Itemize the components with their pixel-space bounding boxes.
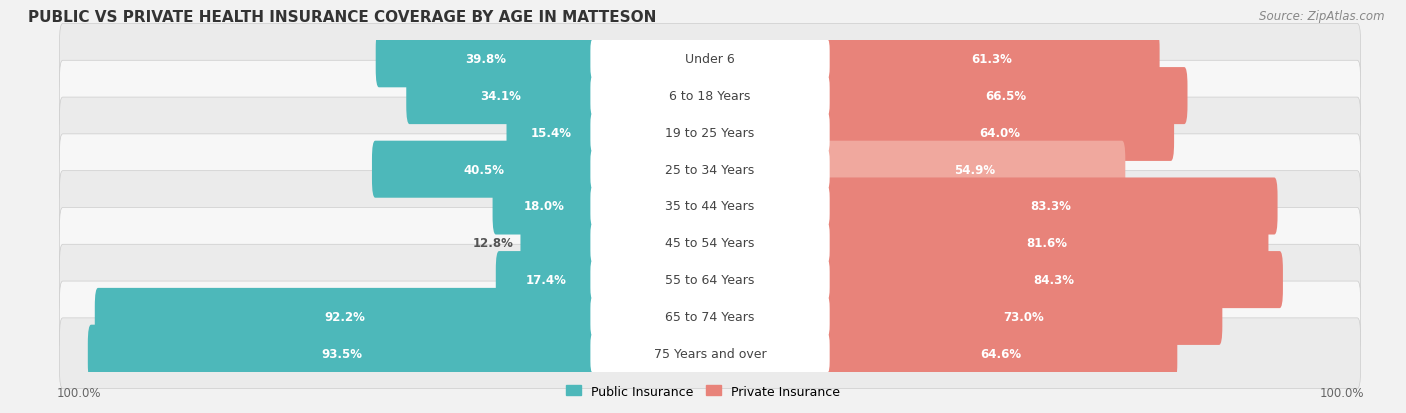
Text: 35 to 44 Years: 35 to 44 Years [665, 200, 755, 213]
Text: 64.0%: 64.0% [979, 127, 1019, 140]
FancyBboxPatch shape [591, 334, 830, 373]
FancyBboxPatch shape [591, 77, 830, 116]
FancyBboxPatch shape [520, 215, 596, 272]
FancyBboxPatch shape [375, 31, 596, 88]
FancyBboxPatch shape [406, 68, 596, 125]
Text: 34.1%: 34.1% [481, 90, 522, 103]
FancyBboxPatch shape [87, 325, 596, 382]
Text: 75 Years and over: 75 Years and over [654, 347, 766, 360]
Text: Under 6: Under 6 [685, 53, 735, 66]
FancyBboxPatch shape [591, 151, 830, 189]
Text: 18.0%: 18.0% [523, 200, 565, 213]
Text: 100.0%: 100.0% [1319, 386, 1364, 399]
Text: 55 to 64 Years: 55 to 64 Years [665, 273, 755, 286]
FancyBboxPatch shape [824, 215, 1268, 272]
Text: 100.0%: 100.0% [56, 386, 101, 399]
FancyBboxPatch shape [59, 244, 1361, 315]
Text: 61.3%: 61.3% [972, 53, 1012, 66]
FancyBboxPatch shape [824, 178, 1278, 235]
Text: 83.3%: 83.3% [1031, 200, 1071, 213]
FancyBboxPatch shape [591, 224, 830, 262]
Legend: Public Insurance, Private Insurance: Public Insurance, Private Insurance [561, 380, 845, 403]
Text: 15.4%: 15.4% [530, 127, 572, 140]
FancyBboxPatch shape [373, 141, 596, 198]
FancyBboxPatch shape [824, 325, 1177, 382]
Text: Source: ZipAtlas.com: Source: ZipAtlas.com [1260, 10, 1385, 23]
Text: 64.6%: 64.6% [980, 347, 1021, 360]
FancyBboxPatch shape [591, 297, 830, 336]
FancyBboxPatch shape [59, 281, 1361, 352]
FancyBboxPatch shape [59, 98, 1361, 169]
Text: 73.0%: 73.0% [1002, 310, 1043, 323]
FancyBboxPatch shape [824, 288, 1222, 345]
Text: 19 to 25 Years: 19 to 25 Years [665, 127, 755, 140]
FancyBboxPatch shape [59, 171, 1361, 242]
FancyBboxPatch shape [824, 104, 1174, 161]
Text: 93.5%: 93.5% [321, 347, 363, 360]
FancyBboxPatch shape [59, 318, 1361, 389]
Text: 92.2%: 92.2% [325, 310, 366, 323]
FancyBboxPatch shape [824, 31, 1160, 88]
FancyBboxPatch shape [492, 178, 596, 235]
Text: 66.5%: 66.5% [986, 90, 1026, 103]
Text: 65 to 74 Years: 65 to 74 Years [665, 310, 755, 323]
Text: 81.6%: 81.6% [1026, 237, 1067, 250]
FancyBboxPatch shape [59, 61, 1361, 132]
Text: 84.3%: 84.3% [1033, 273, 1074, 286]
FancyBboxPatch shape [591, 261, 830, 299]
FancyBboxPatch shape [824, 141, 1125, 198]
FancyBboxPatch shape [59, 24, 1361, 95]
Text: 39.8%: 39.8% [465, 53, 506, 66]
FancyBboxPatch shape [506, 104, 596, 161]
FancyBboxPatch shape [824, 252, 1282, 309]
Text: 17.4%: 17.4% [526, 273, 567, 286]
FancyBboxPatch shape [824, 68, 1188, 125]
Text: 25 to 34 Years: 25 to 34 Years [665, 163, 755, 176]
FancyBboxPatch shape [496, 252, 596, 309]
FancyBboxPatch shape [591, 40, 830, 79]
Text: 6 to 18 Years: 6 to 18 Years [669, 90, 751, 103]
FancyBboxPatch shape [591, 188, 830, 225]
FancyBboxPatch shape [591, 114, 830, 152]
FancyBboxPatch shape [59, 208, 1361, 278]
Text: 12.8%: 12.8% [472, 237, 515, 250]
Text: PUBLIC VS PRIVATE HEALTH INSURANCE COVERAGE BY AGE IN MATTESON: PUBLIC VS PRIVATE HEALTH INSURANCE COVER… [28, 10, 657, 25]
Text: 54.9%: 54.9% [955, 163, 995, 176]
Text: 40.5%: 40.5% [464, 163, 505, 176]
Text: 45 to 54 Years: 45 to 54 Years [665, 237, 755, 250]
FancyBboxPatch shape [59, 135, 1361, 205]
FancyBboxPatch shape [94, 288, 596, 345]
